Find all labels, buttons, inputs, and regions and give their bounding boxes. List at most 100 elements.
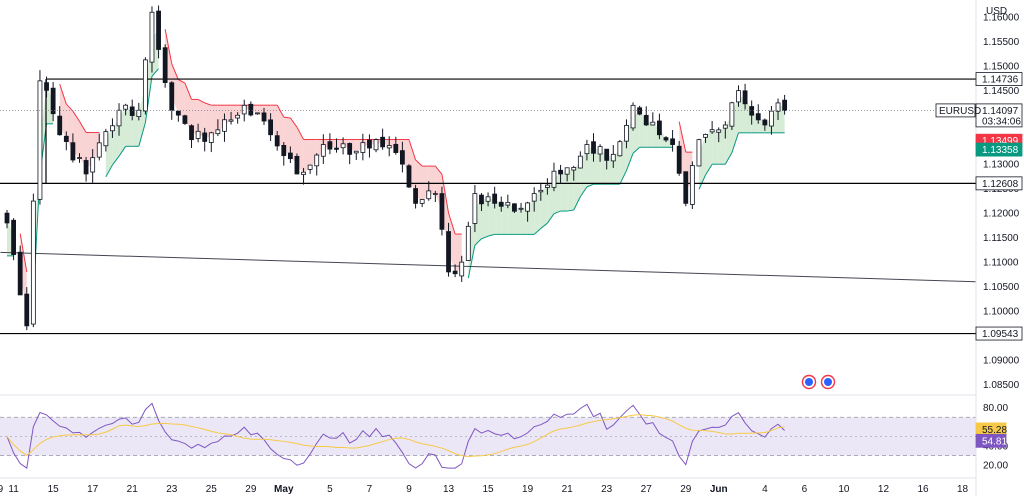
candle-body (327, 141, 333, 150)
supertrend-line-segment (724, 152, 733, 165)
candle-body (301, 171, 306, 175)
horizontal-levels[interactable] (0, 78, 976, 335)
supertrend-line-segment (553, 210, 561, 215)
price-tick-label: 1.16000 (983, 13, 1020, 24)
rsi-line (6, 402, 785, 469)
candle-body (241, 104, 247, 115)
candle-body (37, 80, 43, 200)
time-tick-label: 4 (762, 484, 768, 495)
candle-body (215, 129, 221, 135)
time-tick-label: 5 (327, 484, 333, 495)
candle-body (255, 112, 260, 115)
supertrend-line-segment (171, 63, 179, 80)
time-tick-label: May (274, 484, 294, 495)
candle-body (90, 157, 96, 173)
candle-body (531, 193, 537, 202)
rsi-ma-line (6, 414, 785, 458)
candle-body (518, 207, 524, 210)
rsi-value-tag: 54.81 (982, 436, 1007, 447)
symbol-tag: EURUSD (939, 106, 981, 117)
time-tick-label: 29 (245, 484, 257, 495)
candle-body (676, 145, 682, 174)
supertrend-fill-segment (606, 154, 614, 185)
candle-body (248, 103, 254, 116)
supertrend-line-segment (105, 164, 113, 178)
candle-body (716, 129, 722, 133)
supertrend-line-segment (579, 186, 588, 198)
level-price-tag-bg (975, 326, 1023, 341)
supertrend-lower-tag-bg (975, 142, 1023, 157)
candle-body (208, 132, 214, 143)
candle-body (703, 134, 708, 138)
supertrend-line-segment (204, 102, 212, 106)
currency-label: USD (986, 6, 1007, 17)
price-tick-label: 1.12000 (983, 209, 1020, 220)
supertrend-line-segment (546, 213, 555, 224)
time-tick-label: 21 (127, 484, 139, 495)
supertrend-line-segment (619, 170, 627, 185)
candle-body (17, 251, 23, 296)
supertrend-fill-segment (560, 170, 568, 212)
candle-body (162, 47, 168, 83)
candle-body (149, 11, 155, 63)
supertrend-line-segment (678, 121, 687, 153)
candle-body (136, 109, 142, 117)
time-tick-label: 7 (367, 484, 373, 495)
candle-body (156, 10, 161, 50)
candle-body (459, 261, 465, 277)
candle-body (782, 99, 788, 111)
candle-body (274, 135, 280, 147)
candle-body (498, 201, 504, 207)
supertrend-line-segment (533, 228, 542, 235)
supertrend-fill-segment (448, 213, 456, 273)
candle-body (709, 129, 715, 133)
trendline[interactable] (0, 251, 977, 283)
candle-body (729, 102, 735, 127)
candle-body (591, 141, 596, 154)
price-tick-label: 1.11500 (983, 233, 1019, 244)
candle-body (4, 212, 10, 224)
candle-body (426, 190, 432, 200)
candle-body (670, 138, 675, 145)
level-price-tag: 1.14736 (982, 75, 1019, 86)
supertrend-fill-segment (125, 107, 133, 147)
candle-body (189, 125, 194, 141)
time-tick-label: Jun (710, 484, 728, 495)
candle-body (202, 132, 208, 142)
level-price-tag-bg (975, 176, 1023, 191)
supertrend-fill-segment (521, 207, 528, 235)
time-tick-label: 17 (87, 484, 99, 495)
rsi-ma-value-tag: 55.28 (982, 425, 1007, 436)
candle-body (630, 104, 636, 129)
supertrend-fill-segment (92, 132, 100, 165)
supertrend-line-segment (197, 98, 205, 104)
supertrend-fill-segment (132, 111, 139, 147)
candle-body (663, 137, 669, 141)
candle-body (624, 125, 629, 142)
supertrend-fill-segment (745, 97, 752, 133)
candle-body (577, 155, 583, 169)
supertrend-upper-tag: 1.13499 (982, 136, 1019, 147)
supertrend-line-segment (65, 103, 74, 112)
supertrend-fill-segment (666, 138, 673, 148)
supertrend-line-segment (144, 76, 153, 123)
candle-body (11, 219, 16, 255)
supertrend-fill-segment (646, 120, 653, 148)
candle-body (472, 193, 478, 224)
trendline-line[interactable] (0, 251, 977, 283)
candle-body (195, 130, 201, 139)
time-axis[interactable]: 9 11 15 17 21 23 25 29 May 5 7 9 13 15 19 21 23 27 29 Jun 4 6… (0, 477, 976, 495)
supertrend-fill-segment (573, 162, 581, 211)
event-markers[interactable] (801, 374, 836, 390)
supertrend-line-segment (474, 238, 482, 246)
supertrend-line-segment (289, 117, 298, 128)
price-axis[interactable]: USD 1.160001.155001.150001.145001.140001… (935, 0, 1023, 496)
countdown-label: 03:34:06 (982, 116, 1021, 127)
candle-body (775, 102, 781, 112)
supertrend-line-segment (59, 83, 67, 105)
time-tick-label: 9 (406, 484, 412, 495)
supertrend-line-segment (408, 139, 417, 161)
candle-body (446, 231, 451, 273)
time-tick-label: 6 (802, 484, 808, 495)
